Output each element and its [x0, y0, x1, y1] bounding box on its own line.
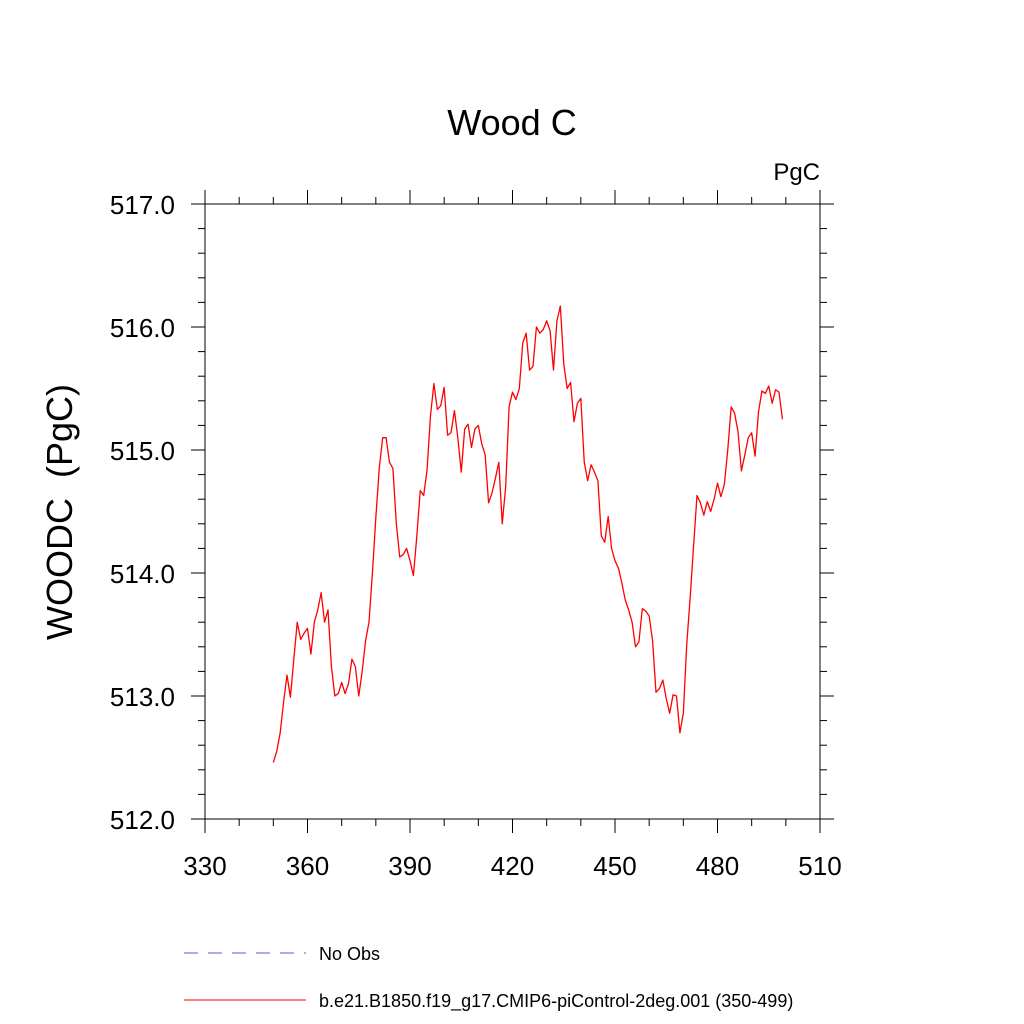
units-label: PgC [773, 159, 820, 186]
x-tick-label: 450 [593, 851, 636, 881]
legend-label-0: No Obs [319, 944, 380, 964]
y-axis-ticks: 512.0 513.0 514.0 515.0 516.0 517.0 [110, 190, 834, 835]
plot-border [204, 203, 821, 820]
legend-label-1: b.e21.B1850.f19_g17.CMIP6-piControl-2deg… [319, 991, 793, 1012]
x-axis-ticks: 330 360 390 420 450 480 510 [183, 190, 842, 881]
legend: No Obs b.e21.B1850.f19_g17.CMIP6-piContro… [184, 944, 793, 1012]
y-tick-label: 516.0 [110, 313, 175, 343]
y-axis-label: WOODC (PgC) [39, 384, 80, 640]
y-tick-label: 513.0 [110, 682, 175, 712]
series-layer [272, 305, 784, 763]
y-tick-label: 515.0 [110, 436, 175, 466]
plot-frame [204, 203, 821, 820]
y-tick-label: 517.0 [110, 190, 175, 220]
x-tick-label: 420 [491, 851, 534, 881]
x-tick-label: 390 [388, 851, 431, 881]
x-tick-label: 330 [183, 851, 226, 881]
x-tick-label: 510 [798, 851, 841, 881]
x-tick-label: 360 [286, 851, 329, 881]
y-tick-label: 512.0 [110, 805, 175, 835]
series-line-0 [272, 305, 784, 763]
y-tick-label: 514.0 [110, 559, 175, 589]
x-tick-label: 480 [696, 851, 739, 881]
chart-title: Wood C [447, 102, 576, 143]
